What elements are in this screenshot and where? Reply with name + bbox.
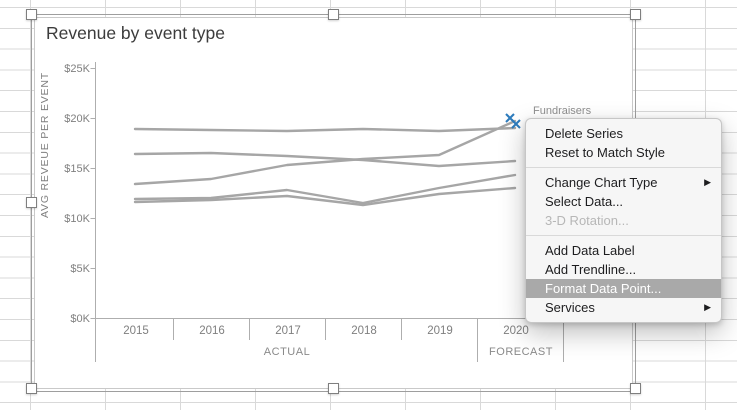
x-tick-label: 2015 (123, 325, 149, 337)
menu-item-label: Add Trendline... (545, 262, 637, 277)
selection-handle-bottom-right[interactable] (630, 383, 641, 394)
menu-item-label: Delete Series (545, 126, 624, 141)
menu-item-label: Add Data Label (545, 243, 635, 258)
menu-item-change-chart-type[interactable]: Change Chart Type ▶ (526, 173, 721, 192)
selection-handle-middle-left[interactable] (26, 197, 37, 208)
selection-handle-top-left[interactable] (26, 9, 37, 20)
selection-handle-bottom-left[interactable] (26, 383, 37, 394)
menu-item-3d-rotation: 3-D Rotation... (526, 211, 721, 230)
menu-item-label: Select Data... (545, 194, 624, 209)
menu-item-services[interactable]: Services ▶ (526, 298, 721, 317)
menu-item-label: Change Chart Type (545, 175, 658, 190)
menu-item-select-data[interactable]: Select Data... (526, 192, 721, 211)
x-tick-label: 2016 (199, 325, 225, 337)
menu-item-format-data-point[interactable]: Format Data Point... (526, 279, 721, 298)
y-tick-label: $5K (70, 263, 90, 275)
selection-handle-top-center[interactable] (328, 9, 339, 20)
series-label-fundraisers[interactable]: Fundraisers (533, 105, 592, 117)
x-group-label-forecast: FORECAST (489, 346, 553, 358)
selection-handle-bottom-center[interactable] (328, 383, 339, 394)
menu-item-label: Format Data Point... (545, 281, 662, 296)
y-tick-label: $25K (64, 63, 90, 75)
menu-item-add-trendline[interactable]: Add Trendline... (526, 260, 721, 279)
y-tick-label: $0K (70, 313, 90, 325)
menu-item-reset-to-match-style[interactable]: Reset to Match Style (526, 143, 721, 162)
x-tick-label: 2019 (427, 325, 453, 337)
y-tick-label: $20K (64, 113, 90, 125)
x-tick-label: 2018 (351, 325, 377, 337)
menu-separator (526, 167, 721, 168)
menu-item-delete-series[interactable]: Delete Series (526, 124, 721, 143)
chart-title: Revenue by event type (46, 23, 226, 43)
submenu-arrow-icon: ▶ (704, 302, 711, 312)
y-tick-label: $15K (64, 163, 90, 175)
menu-item-label: Reset to Match Style (545, 145, 665, 160)
x-tick-label: 2017 (275, 325, 301, 337)
menu-item-add-data-label[interactable]: Add Data Label (526, 241, 721, 260)
x-group-label-actual: ACTUAL (263, 346, 311, 358)
y-axis-title: AVG REVEUE PER EVENT (39, 72, 51, 218)
y-tick-label: $10K (64, 213, 90, 225)
submenu-arrow-icon: ▶ (704, 177, 711, 187)
menu-separator (526, 235, 721, 236)
menu-item-label: Services (545, 300, 595, 315)
menu-item-label: 3-D Rotation... (545, 213, 629, 228)
x-tick-label: 2020 (503, 325, 529, 337)
selection-handle-top-right[interactable] (630, 9, 641, 20)
context-menu: Delete Series Reset to Match Style Change … (525, 118, 722, 323)
